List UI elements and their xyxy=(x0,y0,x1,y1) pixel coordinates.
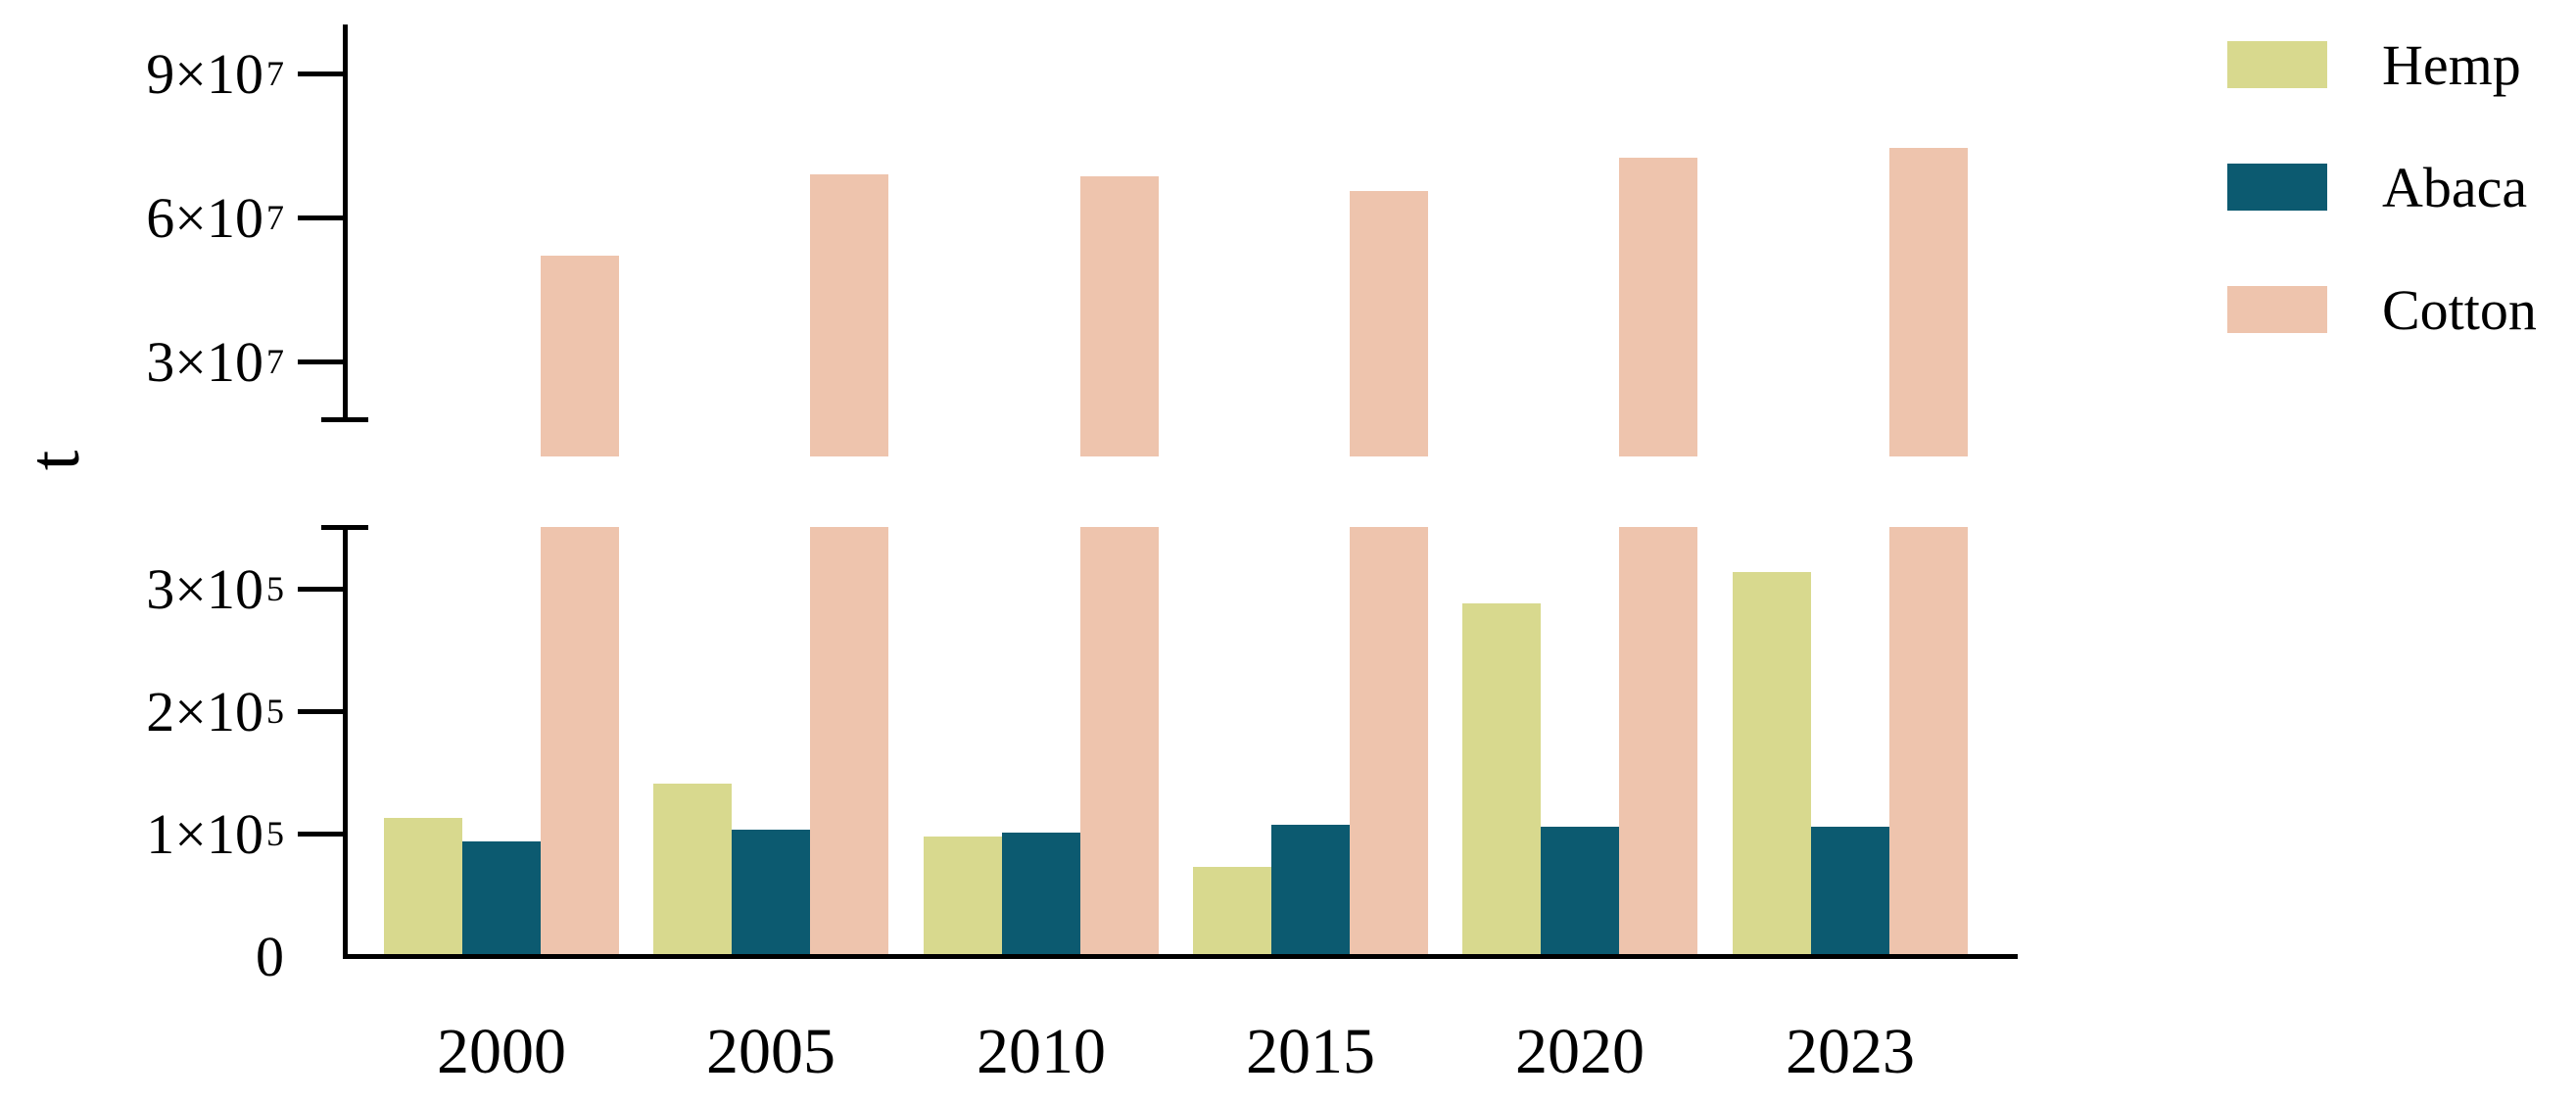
legend: Hemp Abaca Cotton xyxy=(2227,33,2537,408)
x-label-2010: 2010 xyxy=(977,1016,1106,1087)
tick-mantissa: 3×10 xyxy=(146,329,264,394)
bar-cotton-2010-upper-segment xyxy=(1080,176,1159,456)
top-panel-tick-label-90000000: 9×10 7 xyxy=(146,41,284,106)
bar-hemp-2010 xyxy=(924,837,1002,957)
bottom-panel-tick-300000 xyxy=(298,587,345,592)
bar-abaca-2020 xyxy=(1541,827,1619,957)
bar-abaca-2023 xyxy=(1811,827,1889,957)
bar-cotton-2020-lower-segment xyxy=(1619,527,1697,956)
x-label-2005: 2005 xyxy=(706,1016,835,1087)
y-axis-title: t xyxy=(14,450,95,471)
bar-hemp-2023 xyxy=(1733,572,1811,957)
x-axis-line xyxy=(343,954,2018,959)
top-axis-break-cap xyxy=(321,417,368,422)
bottom-panel-tick-label-300000: 3×10 5 xyxy=(146,556,284,621)
bottom-panel-tick-label-200000: 2×10 5 xyxy=(146,679,284,743)
bar-abaca-2010 xyxy=(1002,833,1080,956)
bar-cotton-2023-lower-segment xyxy=(1889,527,1968,956)
top-panel-tick-60000000 xyxy=(298,215,345,220)
bottom-panel-tick-label-0: 0 xyxy=(0,917,284,995)
cotton-swatch xyxy=(2227,286,2327,333)
top-panel-tick-30000000 xyxy=(298,359,345,364)
x-label-2015: 2015 xyxy=(1246,1016,1375,1087)
bar-hemp-2005 xyxy=(653,784,732,956)
bar-cotton-2015-lower-segment xyxy=(1350,527,1428,956)
bar-abaca-2005 xyxy=(732,830,810,956)
bottom-panel-tick-100000 xyxy=(298,832,345,837)
bar-abaca-2000 xyxy=(462,841,541,957)
legend-label-abaca: Abaca xyxy=(2382,155,2528,219)
bar-cotton-2015-upper-segment xyxy=(1350,191,1428,456)
x-label-2023: 2023 xyxy=(1786,1016,1915,1087)
tick-mantissa: 1×10 xyxy=(146,801,264,866)
x-label-2020: 2020 xyxy=(1515,1016,1645,1087)
top-panel-tick-label-30000000: 3×10 7 xyxy=(146,329,284,394)
top-panel-tick-90000000 xyxy=(298,72,345,76)
top-y-axis-line xyxy=(343,24,348,421)
tick-mantissa: 3×10 xyxy=(146,556,264,621)
bar-cotton-2000-upper-segment xyxy=(541,256,619,456)
bar-hemp-2020 xyxy=(1462,603,1541,956)
bottom-axis-break-cap xyxy=(321,525,368,530)
bottom-panel-tick-label-100000: 1×10 5 xyxy=(146,801,284,866)
bar-hemp-2015 xyxy=(1193,867,1271,956)
bar-cotton-2005-upper-segment xyxy=(810,174,888,456)
bar-hemp-2000 xyxy=(384,818,462,956)
legend-label-hemp: Hemp xyxy=(2382,32,2521,97)
bottom-y-axis-line xyxy=(343,527,348,959)
legend-item-cotton: Cotton xyxy=(2227,278,2537,342)
tick-mantissa: 0 xyxy=(256,924,284,988)
bar-cotton-2020-upper-segment xyxy=(1619,158,1697,456)
bar-cotton-2010-lower-segment xyxy=(1080,527,1159,956)
bar-abaca-2015 xyxy=(1271,825,1350,956)
tick-mantissa: 2×10 xyxy=(146,679,264,743)
bar-cotton-2023-upper-segment xyxy=(1889,148,1968,456)
tick-mantissa: 6×10 xyxy=(146,185,264,250)
bar-cotton-2000-lower-segment xyxy=(541,527,619,956)
top-panel-tick-label-60000000: 6×10 7 xyxy=(146,185,284,250)
x-label-2000: 2000 xyxy=(437,1016,566,1087)
tick-mantissa: 9×10 xyxy=(146,41,264,106)
bar-cotton-2005-lower-segment xyxy=(810,527,888,956)
hemp-swatch xyxy=(2227,41,2327,88)
bottom-panel-tick-200000 xyxy=(298,709,345,714)
legend-label-cotton: Cotton xyxy=(2382,277,2537,342)
legend-item-hemp: Hemp xyxy=(2227,33,2537,97)
legend-item-abaca: Abaca xyxy=(2227,156,2537,219)
abaca-swatch xyxy=(2227,164,2327,211)
